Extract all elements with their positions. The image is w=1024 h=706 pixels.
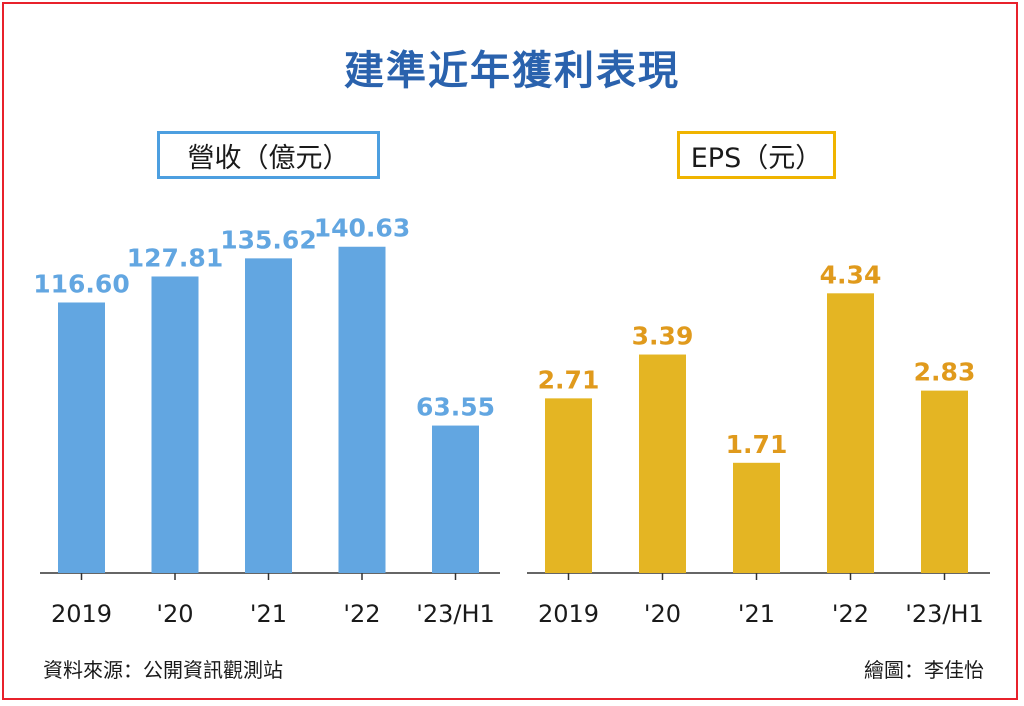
eps-value-label-4: 2.83 [914,358,976,387]
revenue-category-label-4: '23/H1 [416,600,495,628]
eps-category-label-2: '21 [738,600,775,628]
revenue-bar-4 [432,425,479,573]
eps-bar-4 [921,390,968,573]
source-note: 資料來源：公開資訊觀測站 [43,658,283,682]
eps-bar-3 [827,293,874,573]
revenue-category-label-2: '21 [250,600,287,628]
eps-value-label-1: 3.39 [632,322,694,351]
eps-category-label-0: 2019 [538,600,599,628]
eps-panel-title: EPS（元） [677,131,836,179]
credit-note: 繪圖：李佳怡 [864,658,984,682]
eps-value-label-2: 1.71 [726,430,788,459]
revenue-value-label-1: 127.81 [127,243,223,272]
revenue-bar-3 [338,246,386,573]
revenue-value-label-0: 116.60 [33,269,129,298]
eps-category-label-3: '22 [832,600,869,628]
revenue-bar-1 [151,276,199,573]
eps-category-label-4: '23/H1 [905,600,984,628]
revenue-bar-2 [245,258,292,573]
revenue-category-label-0: 2019 [51,600,112,628]
revenue-value-label-4: 63.55 [416,393,495,422]
revenue-panel-title: 營收（億元） [157,131,380,179]
eps-value-label-3: 4.34 [820,260,882,289]
eps-category-label-1: '20 [644,600,681,628]
eps-bar-2 [733,462,780,573]
eps-bar-1 [639,354,686,573]
eps-value-label-0: 2.71 [538,365,600,394]
eps-bar-0 [545,398,592,573]
revenue-value-label-3: 140.63 [314,214,410,243]
revenue-category-label-3: '22 [343,600,380,628]
revenue-category-label-1: '20 [156,600,193,628]
revenue-bar-0 [58,302,105,573]
chart-title: 建準近年獲利表現 [344,48,680,94]
revenue-value-label-2: 135.62 [220,225,316,254]
